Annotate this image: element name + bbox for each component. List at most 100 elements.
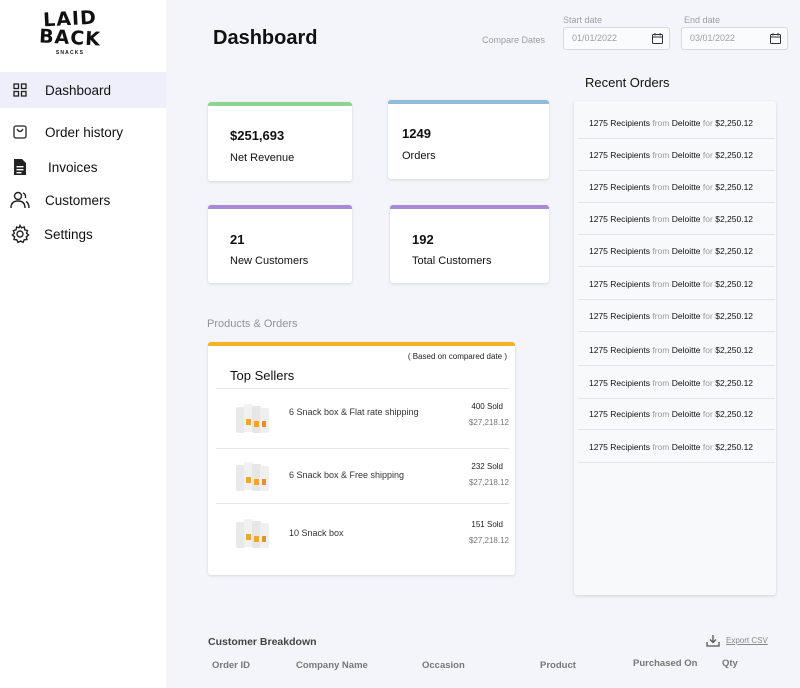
order-for-text: for bbox=[702, 345, 713, 355]
stat-card-new-customers: 21 New Customers bbox=[208, 205, 352, 283]
order-company: Deloitte bbox=[671, 345, 701, 355]
order-row[interactable]: 1275 Recipients from Deloitte for $2,250… bbox=[578, 268, 775, 300]
product-image bbox=[236, 519, 269, 548]
sidebar-item-invoices[interactable]: Invoices bbox=[0, 149, 166, 185]
sidebar-item-order-history[interactable]: Order history bbox=[0, 114, 166, 150]
sidebar-item-label: Customers bbox=[45, 192, 111, 208]
calendar-icon[interactable] bbox=[770, 33, 781, 44]
start-date-input[interactable]: 01/01/2022 bbox=[563, 27, 670, 50]
product-amount: $27,218.12 bbox=[468, 536, 509, 545]
order-from-text: from bbox=[652, 182, 670, 192]
sidebar-item-settings[interactable]: Settings bbox=[0, 216, 166, 252]
order-recipients: 1275 Recipients bbox=[589, 279, 650, 289]
list-item[interactable]: 6 Snack box & Flat rate shipping 400 Sol… bbox=[216, 388, 509, 448]
sidebar-item-label: Dashboard bbox=[45, 82, 112, 98]
document-icon bbox=[10, 157, 30, 177]
order-for-text: for bbox=[702, 279, 713, 289]
order-recipients: 1275 Recipients bbox=[589, 150, 650, 160]
column-header-product[interactable]: Product bbox=[540, 660, 576, 671]
stat-value: 21 bbox=[230, 232, 245, 247]
order-amount: $2,250.12 bbox=[715, 378, 754, 388]
order-amount: $2,250.12 bbox=[715, 442, 754, 452]
export-csv-label: Export CSV bbox=[726, 635, 768, 645]
order-from-text: from bbox=[652, 118, 670, 128]
stat-label: New Customers bbox=[230, 255, 309, 267]
order-for-text: for bbox=[702, 214, 713, 224]
order-row[interactable]: 1275 Recipients from Deloitte for $2,250… bbox=[578, 171, 775, 203]
order-for-text: for bbox=[702, 118, 713, 128]
start-date-label: Start date bbox=[563, 15, 603, 25]
order-amount: $2,250.12 bbox=[715, 150, 754, 160]
calendar-icon[interactable] bbox=[652, 33, 663, 44]
stat-value: $251,693 bbox=[230, 128, 285, 143]
product-sold: 232 Sold bbox=[471, 462, 503, 471]
order-for-text: for bbox=[702, 246, 713, 256]
product-image bbox=[236, 462, 269, 491]
order-recipients: 1275 Recipients bbox=[589, 182, 650, 192]
order-amount: $2,250.12 bbox=[715, 409, 754, 419]
order-company: Deloitte bbox=[671, 118, 701, 128]
order-for-text: for bbox=[702, 311, 713, 321]
order-row[interactable]: 1275 Recipients from Deloitte for $2,250… bbox=[578, 367, 775, 399]
order-for-text: for bbox=[702, 182, 713, 192]
sidebar-item-label: Settings bbox=[44, 226, 93, 242]
order-from-text: from bbox=[652, 150, 670, 160]
order-row[interactable]: 1275 Recipients from Deloitte for $2,250… bbox=[578, 431, 775, 463]
order-recipients: 1275 Recipients bbox=[589, 345, 650, 355]
product-amount: $27,218.12 bbox=[468, 478, 509, 487]
product-image bbox=[236, 404, 269, 433]
end-date-input[interactable]: 03/01/2022 bbox=[681, 27, 788, 50]
order-recipients: 1275 Recipients bbox=[589, 246, 650, 256]
sidebar-item-label: Invoices bbox=[48, 159, 98, 175]
sidebar-item-dashboard[interactable]: Dashboard bbox=[0, 72, 166, 108]
sidebar-item-customers[interactable]: Customers bbox=[0, 182, 166, 218]
order-row[interactable]: 1275 Recipients from Deloitte for $2,250… bbox=[578, 235, 775, 267]
list-item[interactable]: 10 Snack box 151 Sold $27,218.12 bbox=[216, 503, 509, 563]
order-from-text: from bbox=[652, 311, 670, 321]
users-icon bbox=[10, 190, 30, 210]
order-company: Deloitte bbox=[671, 279, 701, 289]
column-header-qty[interactable]: Qty bbox=[722, 658, 738, 669]
order-row[interactable]: 1275 Recipients from Deloitte for $2,250… bbox=[578, 334, 775, 366]
order-amount: $2,250.12 bbox=[715, 214, 754, 224]
customer-breakdown-title: Customer Breakdown bbox=[208, 636, 317, 648]
order-company: Deloitte bbox=[671, 409, 701, 419]
order-company: Deloitte bbox=[671, 246, 701, 256]
order-row[interactable]: 1275 Recipients from Deloitte for $2,250… bbox=[578, 300, 775, 332]
order-from-text: from bbox=[652, 214, 670, 224]
order-company: Deloitte bbox=[671, 182, 701, 192]
sidebar: LAID BACK SNACKS Dashboard Order history… bbox=[0, 0, 166, 688]
order-row[interactable]: 1275 Recipients from Deloitte for $2,250… bbox=[578, 203, 775, 235]
product-sold: 151 Sold bbox=[471, 520, 503, 529]
order-row[interactable]: 1275 Recipients from Deloitte for $2,250… bbox=[578, 139, 775, 171]
order-recipients: 1275 Recipients bbox=[589, 214, 650, 224]
stat-label: Orders bbox=[402, 150, 436, 162]
export-csv-button[interactable]: Export CSV bbox=[706, 632, 768, 648]
order-row[interactable]: 1275 Recipients from Deloitte for $2,250… bbox=[578, 107, 775, 139]
order-recipients: 1275 Recipients bbox=[589, 409, 650, 419]
order-amount: $2,250.12 bbox=[715, 345, 754, 355]
column-header-purchased-on[interactable]: Purchased On bbox=[633, 658, 698, 669]
order-from-text: from bbox=[652, 279, 670, 289]
column-header-occasion[interactable]: Occasion bbox=[422, 660, 465, 671]
recent-orders-panel: 1275 Recipients from Deloitte for $2,250… bbox=[574, 101, 776, 595]
page-title: Dashboard bbox=[213, 27, 318, 49]
order-recipients: 1275 Recipients bbox=[589, 378, 650, 388]
stat-value: 192 bbox=[412, 232, 434, 247]
stat-label: Net Revenue bbox=[230, 152, 295, 164]
order-from-text: from bbox=[652, 378, 670, 388]
column-header-company-name[interactable]: Company Name bbox=[296, 660, 368, 671]
shopping-bag-icon bbox=[10, 122, 30, 142]
list-item[interactable]: 6 Snack box & Free shipping 232 Sold $27… bbox=[216, 448, 509, 503]
order-amount: $2,250.12 bbox=[715, 182, 754, 192]
stat-label: Total Customers bbox=[412, 255, 492, 267]
order-row[interactable]: 1275 Recipients from Deloitte for $2,250… bbox=[578, 398, 775, 430]
end-date-label: End date bbox=[684, 15, 721, 25]
order-from-text: from bbox=[652, 409, 670, 419]
column-header-order-id[interactable]: Order ID bbox=[212, 660, 251, 671]
stat-value: 1249 bbox=[402, 126, 431, 141]
brand-logo[interactable]: LAID BACK SNACKS bbox=[38, 7, 102, 62]
order-recipients: 1275 Recipients bbox=[589, 442, 650, 452]
grid-icon bbox=[10, 80, 30, 100]
logo-line-2: BACK bbox=[38, 25, 102, 51]
